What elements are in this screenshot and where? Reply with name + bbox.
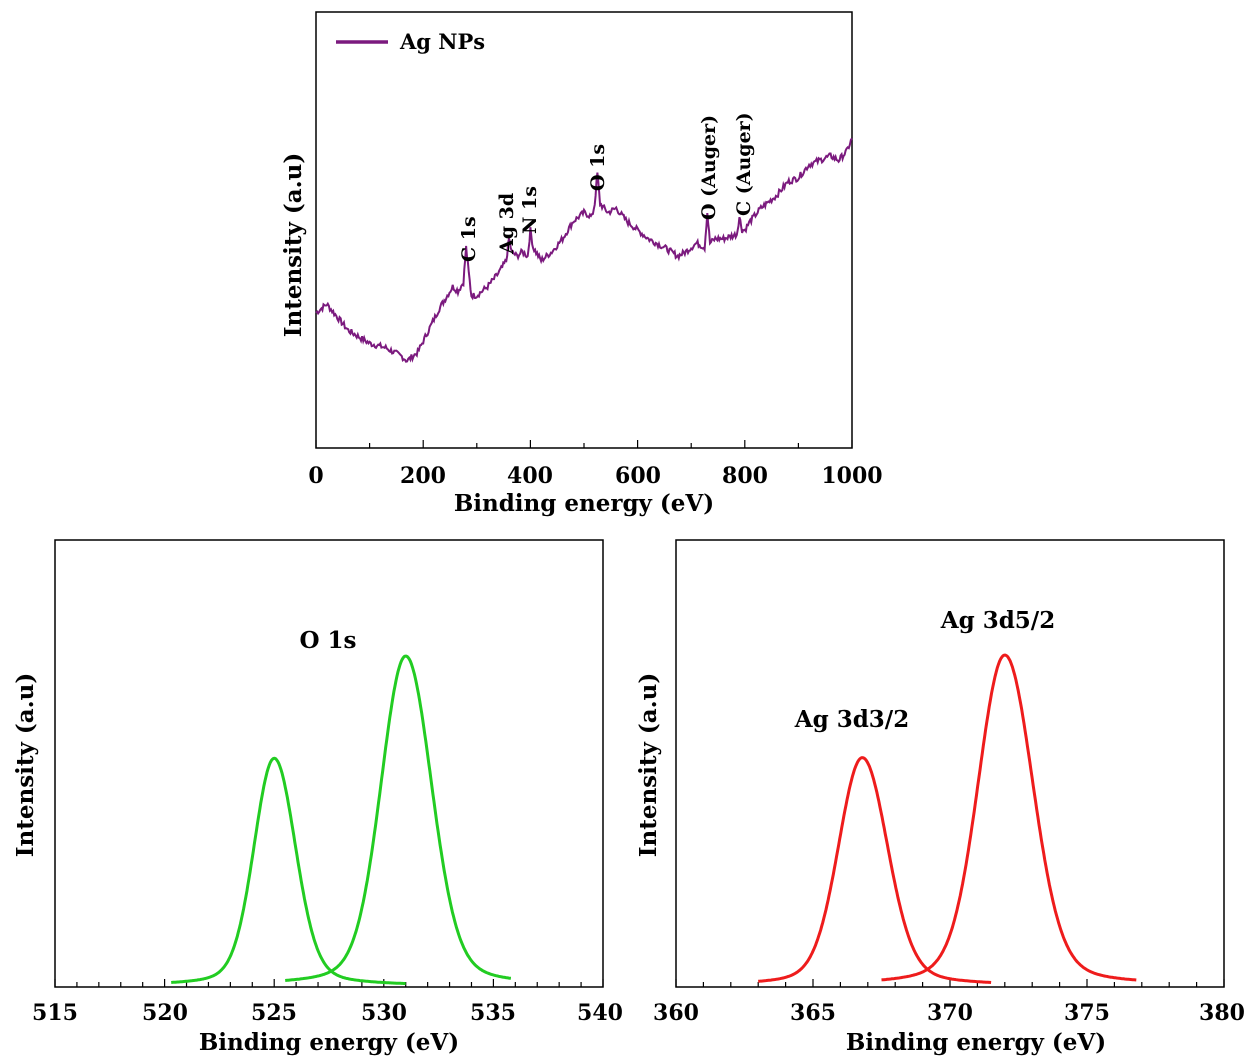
ag3d-x-ticks: [675, 979, 1225, 987]
o1s-x-tick-label: 530: [361, 1000, 407, 1026]
survey-series-line-ag-nps: [315, 137, 853, 363]
ag3d-x-tick-label: 360: [653, 1000, 699, 1026]
o1s-peak-curve-2: [285, 654, 512, 982]
survey-y-axis-label: Intensity (a.u): [280, 153, 307, 338]
ag3d-y-axis-label: Intensity (a.u): [635, 673, 662, 858]
survey-x-tick-label: 0: [308, 463, 323, 489]
o1s-plot-frame: [54, 539, 604, 988]
o1s-x-ticks: [54, 979, 604, 987]
survey-chart: 0 200 400 600 800 1000 Binding energy (e…: [280, 11, 883, 517]
o1s-x-tick-label: 515: [32, 1000, 78, 1026]
ag3d-peak-label-3d5-2: Ag 3d5/2: [940, 607, 1055, 634]
survey-annotation-c-auger: C (Auger): [733, 112, 755, 216]
o1s-x-tick-label: 535: [470, 1000, 516, 1026]
survey-x-tick-label: 200: [400, 463, 446, 489]
o1s-x-tick-label: 540: [577, 1000, 623, 1026]
survey-annotation-ag3d: Ag 3d: [496, 193, 518, 255]
ag3d-peak-curve-3d3-2: [758, 756, 992, 984]
survey-annotation-n1s: N 1s: [519, 186, 541, 234]
o1s-x-tick-label: 525: [251, 1000, 297, 1026]
survey-x-tick-labels: 0 200 400 600 800 1000: [308, 463, 882, 489]
survey-x-tick-label: 400: [507, 463, 553, 489]
ag3d-peak-curve-3d5-2: [881, 653, 1137, 982]
ag3d-x-tick-label: 380: [1199, 1000, 1245, 1026]
o1s-x-tick-labels: 515 520 525 530 535 540: [32, 1000, 623, 1026]
survey-annotation-c1s: C 1s: [458, 216, 480, 262]
o1s-peak-curve-1: [171, 756, 406, 985]
o1s-x-axis-label: Binding energy (eV): [199, 1029, 459, 1056]
ag3d-x-tick-label: 370: [927, 1000, 973, 1026]
o1s-y-axis-label: Intensity (a.u): [12, 673, 39, 858]
survey-x-tick-label: 800: [722, 463, 768, 489]
survey-annotation-o1s: O 1s: [587, 144, 609, 191]
survey-x-ticks: [315, 440, 853, 448]
ag3d-chart: 360 365 370 375 380 Binding energy (eV) …: [635, 539, 1245, 1056]
survey-annotation-o-auger: O (Auger): [698, 115, 720, 220]
survey-x-tick-label: 1000: [821, 463, 882, 489]
ag3d-x-axis-label: Binding energy (eV): [846, 1029, 1106, 1056]
survey-x-axis-label: Binding energy (eV): [454, 490, 714, 517]
o1s-x-tick-label: 520: [142, 1000, 188, 1026]
o1s-title: O 1s: [300, 627, 357, 654]
survey-x-tick-label: 600: [615, 463, 661, 489]
ag3d-x-tick-labels: 360 365 370 375 380: [653, 1000, 1245, 1026]
legend-label-ag-nps: Ag NPs: [399, 29, 485, 54]
ag3d-peak-label-3d3-2: Ag 3d3/2: [794, 706, 909, 733]
o1s-chart: 515 520 525 530 535 540 Binding energy (…: [12, 539, 623, 1056]
ag3d-x-tick-label: 375: [1064, 1000, 1110, 1026]
survey-plot-frame: [315, 11, 853, 449]
ag3d-x-tick-label: 365: [790, 1000, 836, 1026]
